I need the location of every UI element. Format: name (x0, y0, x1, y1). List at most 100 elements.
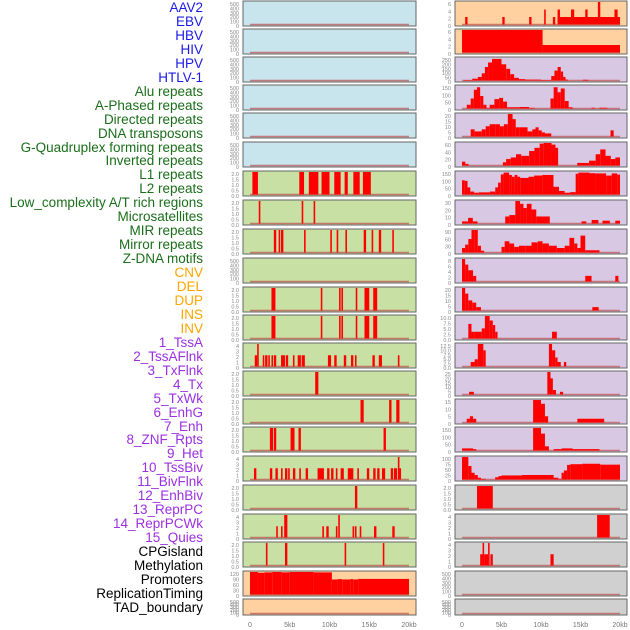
y-tick-label: 10 (445, 125, 451, 131)
y-tick-label: 0 (236, 165, 239, 171)
y-tick-label: 2.0 (231, 230, 239, 236)
y-tick-label: 1.0 (231, 383, 239, 389)
data-bar (390, 468, 394, 480)
y-tick-label: 500 (230, 2, 239, 8)
y-tick-label: 6 (448, 265, 451, 271)
data-bar (485, 126, 490, 137)
data-bar (353, 579, 359, 595)
y-tick-label: 150 (442, 172, 451, 178)
data-bar (522, 475, 554, 480)
data-bar (589, 160, 596, 166)
data-bar (542, 243, 549, 253)
data-bar (477, 486, 493, 509)
data-bar (350, 579, 354, 595)
data-bar (592, 307, 599, 311)
data-bar (580, 235, 586, 253)
data-bar (529, 107, 535, 109)
data-bar (542, 45, 620, 53)
data-bar (541, 403, 545, 423)
track-row: 2.01.51.00.50.0 (231, 286, 417, 316)
track-label: MIR repeats (129, 223, 203, 239)
track-row: 64 20 (448, 0, 628, 30)
data-bar (366, 468, 370, 480)
y-tick-label: 300 (230, 268, 239, 274)
y-tick-label: 0 (448, 422, 451, 428)
data-bar (462, 248, 466, 253)
data-bar (468, 300, 473, 311)
data-bar (555, 147, 559, 166)
track-label: Methylation (133, 558, 203, 573)
data-bar (326, 526, 329, 538)
data-bar (363, 230, 367, 253)
y-tick-label: 100 (442, 435, 451, 441)
track-label: 14_ReprPCWk (112, 516, 203, 532)
data-bar (275, 468, 278, 480)
y-tick-label: 400 (230, 603, 239, 609)
y-tick-label: 100 (230, 104, 239, 110)
data-bar (468, 323, 472, 339)
track-label: 5_TxWk (153, 390, 203, 406)
track-background (242, 513, 417, 540)
data-bar (565, 79, 568, 81)
x-tick-label: 20kb (401, 622, 416, 629)
data-bar (515, 201, 521, 224)
data-bar (538, 130, 542, 137)
data-bar (560, 88, 565, 109)
track-label: HTLV-1 (158, 69, 203, 85)
y-tick-label: 200 (230, 156, 239, 162)
data-bar (585, 250, 590, 253)
y-tick-label: 400 (230, 90, 239, 96)
data-bar (350, 355, 354, 367)
data-bar (276, 526, 278, 538)
data-bar (488, 543, 490, 566)
data-bar (336, 230, 339, 253)
data-bar (341, 316, 344, 339)
data-bar (514, 174, 518, 195)
data-bar (554, 70, 558, 81)
data-bar (373, 468, 376, 480)
y-tick-label: 10 (445, 385, 451, 391)
data-bar (284, 515, 288, 538)
data-bar (484, 316, 490, 339)
data-bar (285, 355, 289, 367)
data-bar (317, 468, 324, 480)
data-bar (606, 175, 612, 195)
data-bar (477, 87, 481, 109)
y-tick-label: 2 (448, 554, 451, 560)
data-bar (561, 448, 573, 451)
data-bar (529, 17, 532, 25)
y-tick-label: 1.5 (231, 378, 239, 384)
data-bar (535, 127, 539, 137)
data-bar (462, 288, 466, 311)
data-bar (582, 463, 601, 480)
data-bar (531, 242, 538, 253)
track-row: 2.01.51.00.50.0 (231, 484, 417, 514)
data-bar (539, 143, 544, 166)
data-bar (468, 270, 474, 282)
data-bar (321, 172, 330, 195)
data-bar (298, 428, 301, 451)
data-bar (495, 331, 498, 339)
y-tick-label: 0 (236, 537, 239, 543)
y-tick-label: 500 (230, 114, 239, 120)
data-bar (327, 355, 332, 367)
data-bar (281, 526, 283, 538)
data-bar (541, 433, 545, 451)
y-tick-label: 0.0 (231, 252, 239, 258)
y-tick-label: 4 (236, 344, 239, 350)
y-tick-label: 100 (442, 179, 451, 185)
data-bar (473, 89, 478, 109)
data-bar (553, 477, 559, 480)
data-bar (362, 172, 371, 195)
data-bar (560, 71, 564, 81)
data-bar (473, 449, 477, 451)
track-label: 7_Enh (163, 418, 203, 434)
data-bar (305, 468, 309, 480)
data-bar (382, 543, 385, 566)
data-bar (257, 344, 259, 367)
data-bar (502, 162, 507, 166)
y-tick-label: 2.5 (443, 333, 451, 339)
